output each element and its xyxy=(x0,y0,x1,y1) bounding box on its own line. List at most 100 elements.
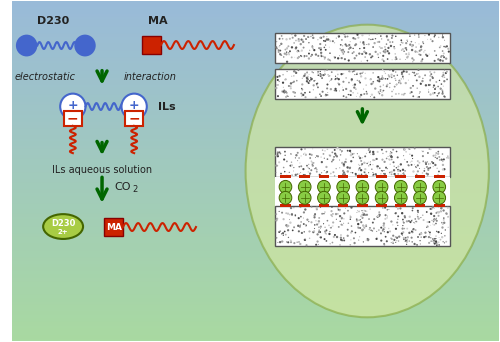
Point xyxy=(299,92,307,98)
Point xyxy=(324,72,332,78)
Point xyxy=(282,94,290,100)
Point xyxy=(372,49,380,55)
Point xyxy=(360,170,368,175)
Point xyxy=(398,38,406,43)
Point xyxy=(295,155,303,161)
Point xyxy=(368,81,376,87)
Point xyxy=(390,44,398,50)
Point xyxy=(358,215,366,221)
Point xyxy=(426,219,434,225)
Bar xyxy=(12,249,498,252)
Bar xyxy=(12,168,498,171)
Point xyxy=(338,215,346,221)
Point xyxy=(321,71,329,76)
Point xyxy=(402,69,410,75)
Point xyxy=(349,90,357,95)
Point xyxy=(410,226,418,232)
Point xyxy=(356,217,364,222)
Point xyxy=(340,79,347,84)
Point xyxy=(392,57,400,62)
Point xyxy=(439,159,447,164)
Point xyxy=(274,240,282,245)
Point xyxy=(342,42,349,47)
Point xyxy=(320,168,328,173)
Point xyxy=(438,157,446,162)
Point xyxy=(330,173,338,179)
Point xyxy=(401,215,409,220)
Point xyxy=(376,77,384,82)
Bar xyxy=(376,204,387,207)
Point xyxy=(440,54,448,60)
Point xyxy=(380,58,388,64)
Point xyxy=(438,91,446,96)
Point xyxy=(388,75,396,80)
Point xyxy=(317,35,325,40)
Point xyxy=(403,159,411,165)
Text: interaction: interaction xyxy=(124,72,177,82)
Text: CO: CO xyxy=(114,182,130,192)
Point xyxy=(358,208,366,213)
Point xyxy=(358,32,366,38)
Point xyxy=(282,37,290,42)
Point xyxy=(348,228,356,234)
Bar xyxy=(12,279,498,283)
Point xyxy=(443,211,451,217)
Point xyxy=(306,152,314,157)
Point xyxy=(282,210,290,216)
Point xyxy=(403,38,411,43)
Bar xyxy=(396,175,406,179)
Point xyxy=(337,235,345,240)
Point xyxy=(281,149,289,154)
Point xyxy=(309,70,317,76)
Point xyxy=(344,58,352,63)
Point xyxy=(397,162,405,167)
Point xyxy=(301,90,309,95)
Point xyxy=(344,227,351,233)
Point xyxy=(392,91,400,97)
Point xyxy=(274,77,282,83)
Point xyxy=(328,223,336,229)
Point xyxy=(437,54,445,60)
Point xyxy=(402,40,410,46)
Point xyxy=(304,217,312,222)
Point xyxy=(406,214,413,220)
Bar xyxy=(280,204,291,207)
Point xyxy=(439,53,447,58)
Point xyxy=(350,236,358,241)
Point xyxy=(296,160,304,166)
Point xyxy=(346,148,354,154)
Point xyxy=(409,59,417,65)
Point xyxy=(304,77,312,82)
Point xyxy=(382,76,390,81)
Point xyxy=(299,37,307,43)
Point xyxy=(384,226,392,231)
Point xyxy=(367,76,375,82)
Point xyxy=(321,72,329,77)
Bar xyxy=(12,303,498,307)
Point xyxy=(344,208,352,213)
Bar xyxy=(12,293,498,297)
Point xyxy=(273,46,281,51)
Point xyxy=(386,81,394,86)
Point xyxy=(374,75,382,80)
Bar xyxy=(434,204,444,207)
Bar xyxy=(12,117,498,120)
Point xyxy=(301,172,309,177)
Point xyxy=(280,84,287,90)
Point xyxy=(314,232,322,237)
Point xyxy=(328,213,336,219)
Point xyxy=(360,39,368,45)
Point xyxy=(298,87,306,92)
Point xyxy=(350,55,358,61)
Point xyxy=(428,38,436,44)
Point xyxy=(374,213,382,219)
Bar xyxy=(12,330,498,334)
Point xyxy=(338,238,346,243)
Point xyxy=(432,155,440,160)
Point xyxy=(445,155,453,161)
Point xyxy=(402,149,410,155)
Point xyxy=(436,86,444,91)
Point xyxy=(356,39,364,45)
Point xyxy=(336,208,344,213)
Point xyxy=(298,147,306,152)
